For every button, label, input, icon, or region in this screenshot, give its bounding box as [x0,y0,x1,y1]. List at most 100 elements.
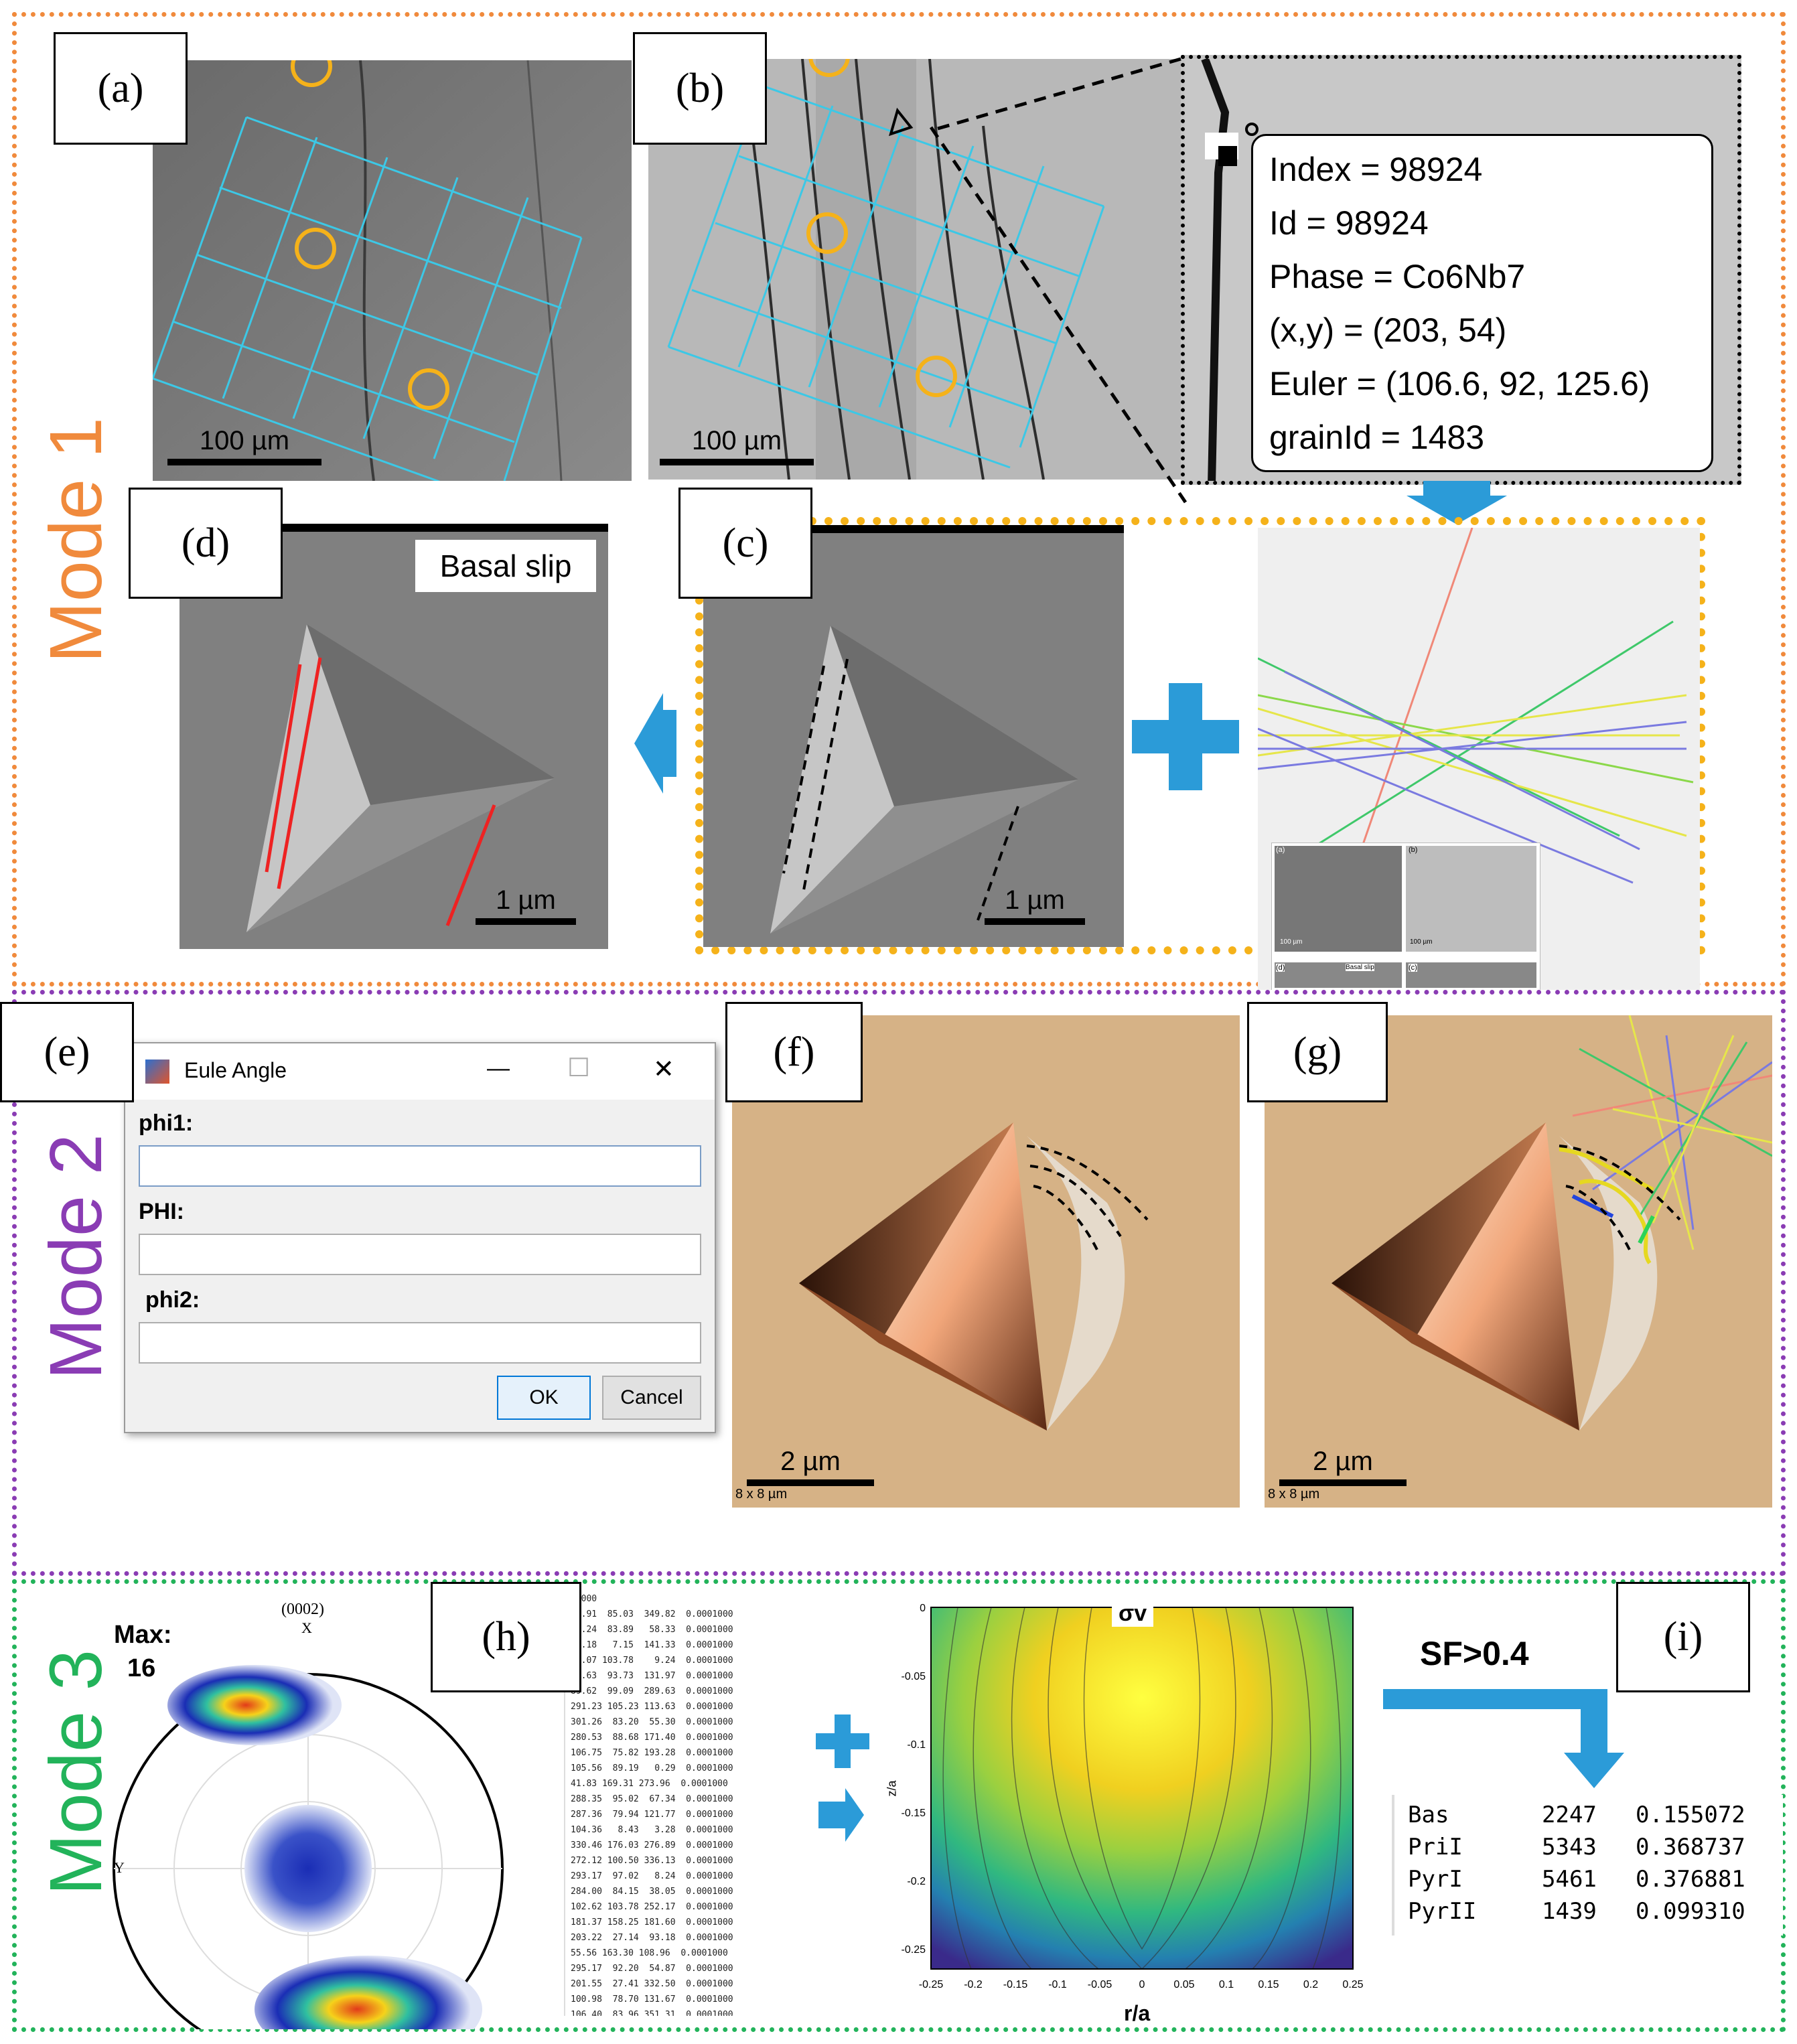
phi2-label: phi2: [145,1287,200,1313]
zoom-connector-lines [929,57,1188,504]
euler-row: 105.56 89.19 0.29 0.0001000 [571,1763,733,1773]
info-line-0: Index = 98924 [1269,151,1483,188]
y-tick-label: -0.2 [907,1876,926,1887]
euler-row: 293.17 97.02 8.24 0.0001000 [571,1871,733,1881]
euler-row: 280.53 88.68 171.40 0.0001000 [571,1733,733,1743]
euler-row: 106.40 83.96 351.31 0.0001000 [571,2010,733,2016]
y-tick-label: -0.15 [902,1808,926,1819]
pixel-info-box: Index = 98924 Id = 98924 Phase = Co6Nb7 … [1251,134,1713,472]
sf-count: 5343 [1542,1834,1597,1860]
dialog-title: Eule Angle [184,1058,287,1082]
sf-value: 0.368737 [1636,1834,1745,1860]
pole-max-label: Max: [114,1621,172,1649]
euler-row: 41.83 169.31 273.96 0.0001000 [571,1779,728,1789]
euler-angle-list: 10000 18.91 85.03 349.82 0.0001000 20.24 8… [564,1587,813,2016]
euler-row: 301.26 83.20 55.30 0.0001000 [571,1717,733,1727]
sf-threshold-label: SF>0.4 [1420,1635,1529,1672]
x-tick-label: 0.05 [1173,1979,1194,1990]
euler-row: 20.24 83.89 58.33 0.0001000 [571,1625,733,1635]
thumb-scale-b: 100 µm [1410,938,1433,946]
mode1-frame [12,12,1786,987]
info-line-1: Id = 98924 [1269,204,1429,242]
sf-value: 0.376881 [1636,1866,1745,1893]
sem-image-a [153,60,632,481]
mode2-frame [12,990,1786,1576]
thumb-label-d: (d) [1276,964,1285,972]
x-tick-label: -0.15 [1003,1979,1028,1990]
phi1-input[interactable] [139,1145,701,1187]
pole-max-value: 16 [127,1654,156,1682]
stress-title: σv [1112,1601,1154,1627]
cancel-button[interactable]: Cancel [602,1376,701,1420]
stress-ylabel: z/a [885,1780,899,1797]
arrow-down-icon [1407,481,1507,524]
euler-row: 102.62 103.78 252.17 0.0001000 [571,1902,733,1912]
size-note-g: 8 x 8 µm [1268,1487,1320,1502]
close-button[interactable]: ✕ [653,1055,674,1084]
euler-row: 284.00 84.15 38.05 0.0001000 [571,1887,733,1897]
maximize-button[interactable]: ☐ [567,1054,591,1082]
x-tick-label: -0.05 [1088,1979,1112,1990]
euler-row: 18.18 7.15 141.33 0.0001000 [571,1640,733,1650]
info-line-3: (x,y) = (203, 54) [1269,311,1507,349]
arrow-right-icon [818,1788,864,1842]
sf-name: PyrI [1408,1866,1463,1893]
euler-row: 104.36 8.43 3.28 0.0001000 [571,1825,733,1835]
euler-row: 10000 [571,1594,597,1604]
pole-y-label: Y [114,1859,125,1876]
scalebar-b-label: 100 µm [691,426,782,455]
sf-count: 5461 [1542,1866,1597,1893]
y-tick-label: 0 [920,1603,926,1614]
PHI-input[interactable] [139,1234,701,1275]
y-tick-label: -0.1 [907,1739,926,1751]
x-tick-label: 0.15 [1258,1979,1279,1990]
euler-row: 03.07 103.78 9.24 0.0001000 [571,1656,733,1666]
info-line-2: Phase = Co6Nb7 [1269,258,1526,295]
ok-button[interactable]: OK [497,1376,591,1420]
scalebar-d-label: 1 µm [496,885,556,915]
plus-icon-2 [816,1714,869,1768]
euler-row: 02.63 93.73 131.97 0.0001000 [571,1671,733,1681]
thumbnail-figure: (a) (b) 100 µm 100 µm (d) (c) Basal slip [1271,843,1540,990]
euler-row: 203.22 27.14 93.18 0.0001000 [571,1933,733,1943]
bent-arrow-icon [1383,1689,1624,1788]
euler-row: 272.12 100.50 336.13 0.0001000 [571,1856,733,1866]
x-tick-label: -0.25 [919,1979,944,1990]
scalebar-c-label: 1 µm [1005,885,1065,915]
label-b: (b) [633,32,767,145]
euler-row: 330.46 176.03 276.89 0.0001000 [571,1840,733,1850]
label-h: (h) [431,1582,581,1692]
euler-row: 181.37 158.25 181.60 0.0001000 [571,1917,733,1927]
slip-trace-plot: (a) (b) 100 µm 100 µm (d) (c) Basal slip [1258,528,1700,990]
label-d: (d) [129,488,283,599]
euler-row: 287.36 79.94 121.77 0.0001000 [571,1810,733,1820]
phi2-input[interactable] [139,1322,701,1364]
mode3-frame [12,1579,1786,2032]
sf-name: Bas [1408,1802,1449,1828]
stress-xlabel: r/a [1124,2001,1151,2025]
y-tick-label: -0.05 [902,1671,926,1682]
euler-row: 100.98 78.70 131.67 0.0001000 [571,1994,733,2004]
scalebar-b: 100 µm [660,426,814,465]
sem-image-c [703,525,1124,947]
euler-row: 201.55 27.41 332.50 0.0001000 [571,1979,733,1989]
size-note-f: 8 x 8 µm [735,1487,788,1502]
label-i: (i) [1616,1582,1750,1692]
info-line-5: grainId = 1483 [1269,419,1485,456]
scalebar-d: 1 µm [476,885,576,925]
label-g: (g) [1247,1002,1388,1102]
scalebar-a-label: 100 µm [199,426,290,455]
pole-figure: Max: 16 (0002) X Y [100,1587,583,2044]
sf-name: PriI [1408,1834,1463,1860]
sf-value: 0.155072 [1636,1802,1745,1828]
sf-count: 2247 [1542,1802,1597,1828]
euler-row: 89.62 99.09 289.63 0.0001000 [571,1686,733,1696]
basal-slip-annotation: Basal slip [415,540,596,592]
label-a: (a) [54,32,188,145]
euler-row: 55.56 163.30 108.96 0.0001000 [571,1948,728,1958]
pole-x-label: X [301,1619,312,1636]
scalebar-a: 100 µm [167,426,321,465]
thumb-label-b: (b) [1409,846,1418,854]
plus-icon [1132,683,1239,790]
minimize-button[interactable]: — [487,1055,510,1081]
